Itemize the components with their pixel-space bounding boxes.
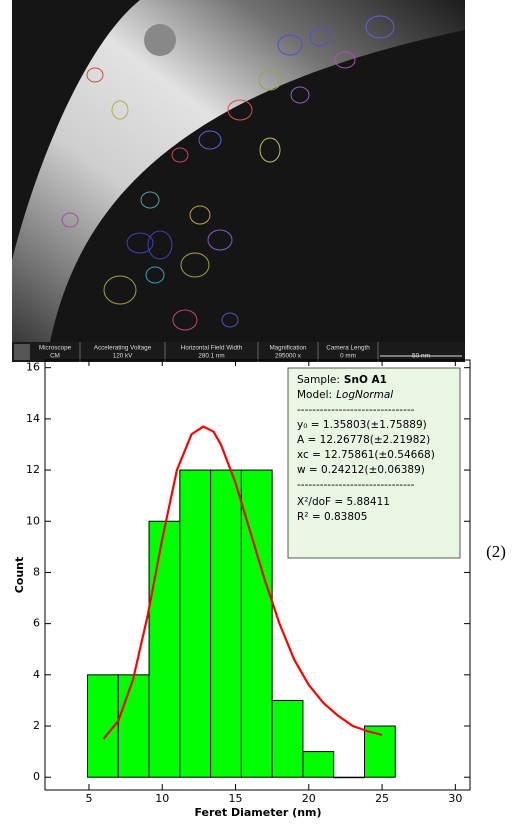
y-tick-label: 10 [26,514,40,527]
bar [302,751,335,778]
fit-statistic: R² = 0.83805 [297,511,367,523]
particle-outlines [61,15,395,331]
info-label: Camera Length [326,345,370,352]
sample-value: SnO A1 [344,374,387,386]
fit-parameter: y₀ = 1.35803(±1.75889) [297,419,427,431]
bar [148,520,181,778]
model-value: LogNormal [336,389,393,401]
fit-statistic: Χ²/doF = 5.88411 [297,496,390,508]
y-tick-label: 12 [26,463,40,476]
y-tick-label: 14 [26,412,40,425]
particle-band [12,0,465,342]
y-tick-label: 16 [26,361,40,374]
info-icon [14,344,30,360]
y-tick-label: 4 [33,668,40,681]
figure-label: (2) [486,542,506,561]
y-tick-label: 2 [33,719,40,732]
x-axis-title: Feret Diameter (nm) [194,806,321,819]
info-value: 295000 x [275,353,302,360]
fit-parameter: A = 12.26778(±2.21982) [297,434,430,446]
x-tick-label: 10 [155,792,169,805]
fit-parameter: w = 0.24212(±0.06389) [297,464,425,476]
x-tick-label: 30 [448,792,462,805]
info-label: Magnification [269,345,307,352]
bar [333,776,365,779]
x-tick-label: 20 [302,792,316,805]
separator: ------------------------------- [297,404,415,416]
info-value: 120 kV [113,353,133,360]
info-value: 0 mm [340,353,356,360]
y-tick-label: 8 [33,565,40,578]
separator: ------------------------------- [297,479,415,491]
scale-bar-label: 50 nm [412,353,430,360]
bar [271,699,304,778]
plot-frame [44,359,471,791]
fit-curve [102,425,383,740]
bar [117,674,150,778]
info-bar [12,342,465,362]
bar [363,725,396,778]
model-line: Model: LogNormal [297,389,393,401]
bar [179,469,212,778]
info-value: 280.1 nm [198,353,224,360]
info-label: Accelerating Voltage [94,345,152,352]
y-tick-label: 6 [33,617,40,630]
model-label: Model: [297,389,332,401]
sample-line: Sample: SnO A1 [297,374,387,386]
fit-parameter: xc = 12.75861(±0.54668) [297,449,435,461]
info-label: Microscope [39,345,72,352]
bar [210,469,242,778]
x-tick-label: 25 [375,792,389,805]
y-axis-title: Count [13,557,26,594]
y-tick-label: 0 [33,770,40,783]
tem-image [12,0,465,362]
info-value: CM [50,353,60,360]
annotation-box [287,367,461,559]
x-tick-label: 15 [229,792,243,805]
sample-label: Sample: [297,374,340,386]
info-label: Horizontal Field Width [181,345,243,352]
x-tick-label: 5 [85,792,92,805]
